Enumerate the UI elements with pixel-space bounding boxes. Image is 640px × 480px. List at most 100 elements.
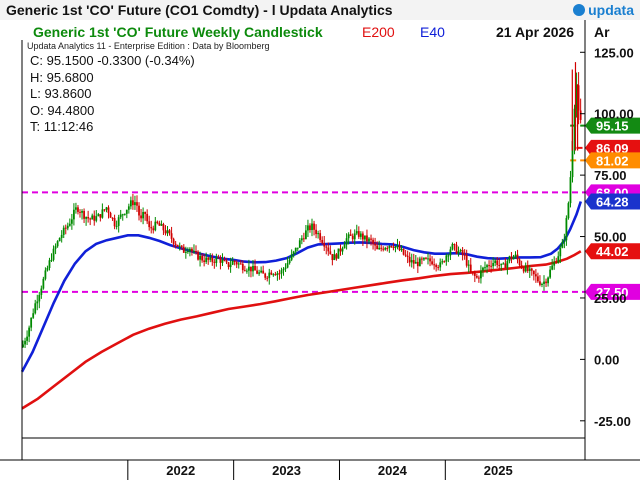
candle-body [66,225,69,229]
candle-body [121,214,124,216]
candle-body [68,223,71,226]
candle-body [205,257,208,262]
candle-body [172,238,175,244]
candle-body [93,215,96,221]
candle-body [305,230,307,239]
candle-body [447,255,450,257]
candle-body [278,273,281,275]
x-tick-label: 2022 [166,463,195,478]
candle-body [276,273,279,276]
candle-body [484,267,486,269]
candle-body [243,270,246,272]
candle-body [370,238,372,240]
candle-body [125,209,128,214]
candle-body [146,213,149,222]
candle-body [26,336,28,341]
candle-body [258,272,260,274]
candle-body [530,268,533,271]
candle-body [30,317,33,328]
readout-open: O: 94.4800 [30,102,95,118]
candle-body [219,257,222,263]
candle-body [215,257,218,263]
candle-body [559,247,562,257]
candle-body [58,237,61,242]
candle-body [571,140,574,178]
candle-body [528,268,531,272]
candle-body [366,235,368,242]
ohlc-readout: C: 95.1500 -0.3300 (-0.34%) H: 95.6800 L… [30,53,195,136]
candle-body [154,221,157,231]
candle-body [307,225,309,231]
candle-body [337,248,340,259]
candle-body [349,234,352,236]
axis-unit-label: Ar [594,24,610,40]
candle-body [331,254,334,261]
candle-body [292,251,295,255]
candle-body [42,278,45,289]
tag-ma200-label: 44.02 [596,244,629,259]
y-tick-label: 25.00 [594,291,627,306]
candle-body [351,235,354,240]
candle-body [290,254,293,260]
window-titlebar: Generic 1st 'CO' Future (CO1 Comdty) - l… [0,0,640,21]
candle-body [455,244,458,254]
candle-body [467,264,470,266]
candle-body [532,270,535,275]
x-axis-band [0,460,640,480]
ma-line-e200 [21,250,582,410]
candle-body [136,202,138,206]
candle-body [427,258,429,260]
level-86-09-badge [585,139,640,156]
y-tick-label: -25.00 [594,414,631,429]
y-axis: 125.00 100.00 75.00 50.00 25.00 0.00 -25.00 [580,45,634,429]
candle-body [129,200,132,207]
candle-body [132,200,134,206]
candle-body [95,216,98,221]
candle-body [508,256,511,262]
candle-body [398,245,401,251]
candle-body [186,251,189,253]
candle-body [500,263,503,265]
readout-time: T: 11:12:46 [30,119,94,134]
candle-body [482,267,484,271]
candle-body [541,283,543,285]
candle-body [52,248,55,260]
candle-body [223,259,226,261]
candle-body [160,224,163,226]
candle-body [248,266,250,271]
candle-body [368,238,370,242]
candle-body [372,239,374,244]
candle-body [284,267,287,269]
candle-body [282,268,285,271]
candle-body [286,263,289,268]
candle-body [256,270,258,274]
candle-body [34,303,37,314]
candle-body [361,233,364,240]
candle-body [217,257,220,259]
moving-averages [20,201,583,410]
brand-name: updata [588,2,634,18]
candle-body [475,275,478,278]
candle-body [28,327,31,337]
candle-body [477,277,480,279]
candle-body [490,265,492,267]
candle-body [335,254,338,259]
candle-body [522,268,525,272]
candle-body [272,274,275,276]
candle-body [152,228,155,231]
candle-body [231,261,234,265]
candle-body [54,246,57,249]
candle-body [298,240,301,248]
tag-ma40-label: 64.28 [596,194,629,209]
candle-body [514,254,517,257]
candle-body [553,262,556,266]
candle-body [72,209,75,220]
candle-body [563,240,566,242]
candle-body [134,202,136,206]
candle-body [359,233,362,237]
candle-body [180,245,183,247]
candle-body [323,242,326,247]
candle-body [510,256,513,260]
candle-body [437,267,440,269]
